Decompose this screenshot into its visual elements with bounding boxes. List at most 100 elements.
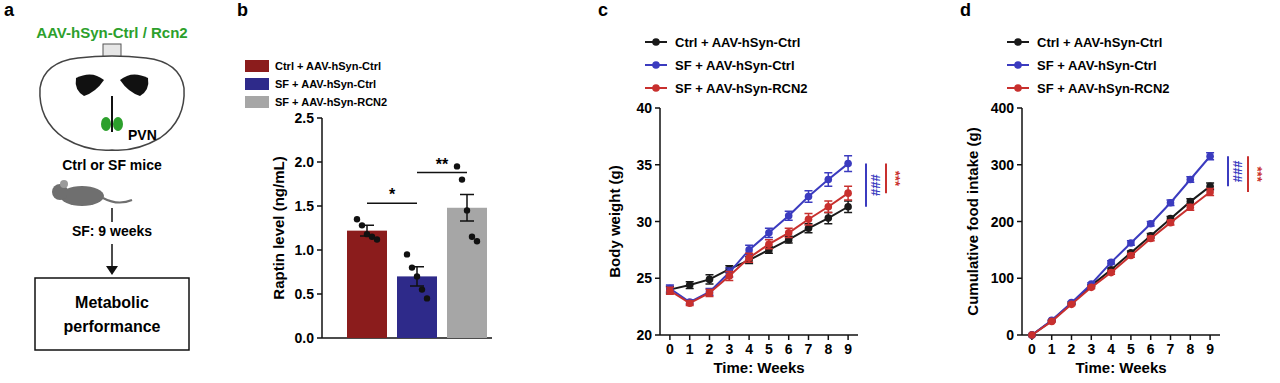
legend-swatch xyxy=(245,78,269,90)
series-marker xyxy=(785,212,793,220)
significance-bar xyxy=(885,164,887,194)
significance-bar xyxy=(865,164,867,207)
error-bar xyxy=(785,211,793,220)
series-marker xyxy=(1107,259,1115,267)
y-tick xyxy=(655,221,660,223)
brain-slice xyxy=(40,56,184,150)
pvn-region xyxy=(113,117,123,131)
series-marker xyxy=(1127,252,1135,260)
panel-letter: b xyxy=(237,0,248,20)
x-tick-label: 5 xyxy=(765,341,773,357)
significance-label: ### xyxy=(868,174,883,196)
y-tick-label: 40 xyxy=(636,100,652,116)
plot-area xyxy=(347,163,487,338)
legend-marker xyxy=(652,38,660,46)
x-tick xyxy=(768,335,770,340)
legend-marker xyxy=(652,61,660,69)
y-tick xyxy=(1017,107,1022,109)
data-point xyxy=(359,222,365,228)
y-tick xyxy=(1017,221,1022,223)
series-marker xyxy=(1187,176,1195,184)
significance-label: *** xyxy=(888,171,903,187)
x-tick-label: 6 xyxy=(785,341,793,357)
series-marker xyxy=(686,299,694,307)
group-label: Ctrl or SF mice xyxy=(62,157,162,173)
error-bar xyxy=(824,212,832,223)
y-tick-label: 300 xyxy=(991,157,1015,173)
y-tick xyxy=(1017,334,1022,336)
series-marker xyxy=(686,281,694,289)
x-tick xyxy=(748,335,750,340)
series-line xyxy=(1032,192,1210,335)
error-bar xyxy=(805,191,813,202)
data-point xyxy=(424,295,430,301)
series-marker xyxy=(844,160,852,168)
y-tick-label: 2.5 xyxy=(295,110,315,126)
x-tick-label: 0 xyxy=(1028,341,1036,357)
y-tick-label: 100 xyxy=(991,270,1015,286)
y-tick xyxy=(317,293,322,295)
series-marker xyxy=(825,176,833,184)
y-tick xyxy=(1017,278,1022,280)
plot-area xyxy=(1028,152,1214,338)
significance-label: ### xyxy=(1230,160,1245,182)
y-tick xyxy=(655,334,660,336)
series-marker xyxy=(706,289,714,297)
x-tick-label: 6 xyxy=(1147,341,1155,357)
y-tick-label: 400 xyxy=(991,100,1015,116)
series-line xyxy=(1032,156,1210,335)
legend-marker xyxy=(1014,84,1022,92)
error-bar xyxy=(1186,204,1194,210)
ventricle xyxy=(120,74,148,96)
x-tick-label: 9 xyxy=(1206,341,1214,357)
panel-letter: c xyxy=(598,0,608,20)
x-tick xyxy=(1091,335,1093,340)
y-tick xyxy=(655,107,660,109)
x-tick xyxy=(1071,335,1073,340)
series-marker xyxy=(706,276,714,284)
error-bar xyxy=(824,173,832,187)
series-marker xyxy=(1048,318,1056,326)
data-point xyxy=(404,251,410,257)
outcome-label: Metabolicperformance xyxy=(64,294,161,335)
series-line xyxy=(670,207,848,290)
x-tick-label: 8 xyxy=(824,341,832,357)
x-tick xyxy=(1051,335,1053,340)
series-marker xyxy=(765,229,773,237)
data-point xyxy=(414,273,420,279)
y-tick xyxy=(317,249,322,251)
bar xyxy=(347,231,387,338)
y-tick xyxy=(317,337,322,339)
legend-label: SF + AAV-hSyn-Ctrl xyxy=(275,78,376,90)
legend-swatch xyxy=(245,96,269,108)
error-bar xyxy=(1167,200,1175,206)
arrow-head xyxy=(106,266,118,275)
x-tick-label: 9 xyxy=(844,341,852,357)
bar xyxy=(447,208,487,338)
y-tick xyxy=(317,205,322,207)
series-marker xyxy=(805,215,813,223)
series-marker xyxy=(1167,199,1175,207)
mouse-tail xyxy=(103,198,132,203)
significance-label: * xyxy=(389,186,396,203)
y-tick-label: 0 xyxy=(1006,327,1014,343)
series-marker xyxy=(844,203,852,211)
third-ventricle xyxy=(111,96,113,132)
y-axis xyxy=(321,118,323,338)
y-tick-label: 0.0 xyxy=(295,330,315,346)
series-marker xyxy=(825,203,833,211)
series-marker xyxy=(805,193,813,201)
x-tick xyxy=(729,335,731,340)
y-tick xyxy=(655,278,660,280)
y-tick-label: 1.5 xyxy=(295,198,315,214)
x-tick xyxy=(1110,335,1112,340)
region-label: PVN xyxy=(128,127,157,143)
series-marker xyxy=(1088,284,1096,292)
series-marker xyxy=(745,254,753,262)
x-tick-label: 7 xyxy=(805,341,813,357)
series-marker xyxy=(1028,331,1036,339)
series-marker xyxy=(785,229,793,237)
error-bar xyxy=(706,290,714,297)
data-point xyxy=(454,163,460,169)
panel-letter: d xyxy=(960,0,971,20)
